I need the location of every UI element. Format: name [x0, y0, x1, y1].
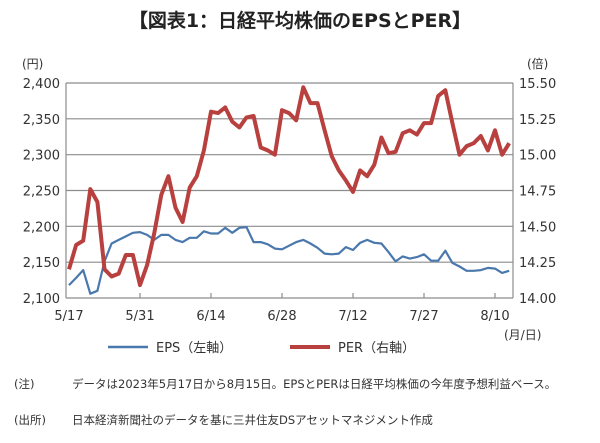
y-left-unit: (円) [22, 57, 43, 71]
y-right-unit: (倍) [527, 56, 548, 71]
y-right-tick-label: 14.00 [519, 292, 556, 307]
x-tick-label: 5/17 [54, 309, 83, 324]
y-left-tick-label: 2,350 [23, 113, 60, 128]
note-1-head: (注) [14, 377, 35, 391]
per-line [67, 85, 511, 288]
y-left-tick-label: 2,200 [23, 220, 60, 235]
x-tick-label: 8/10 [480, 309, 509, 324]
x-tick-label: 5/31 [125, 309, 154, 324]
y-right-tick-label: 15.50 [519, 77, 556, 92]
y-right-tick-label: 14.50 [519, 220, 556, 235]
note-2: (出所) 日本経済新聞社のデータを基に三井住友DSアセットマネジメント作成 [14, 412, 592, 428]
y-right-tick-label: 15.25 [519, 113, 556, 128]
y-left-tick-label: 2,250 [23, 185, 60, 200]
x-unit: (月/日) [504, 328, 541, 342]
note-2-body: 日本経済新聞社のデータを基に三井住友DSアセットマネジメント作成 [72, 413, 433, 427]
note-2-head: (出所) [14, 413, 46, 427]
eps-line [68, 226, 510, 295]
x-tick-label: 7/27 [409, 309, 438, 324]
y-left-tick-label: 2,300 [23, 149, 60, 164]
y-left-tick-label: 2,100 [23, 292, 60, 307]
x-tick-label: 7/12 [338, 309, 367, 324]
y-right-tick-label: 14.75 [519, 185, 556, 200]
eps-legend-label: EPS（左軸） [156, 341, 232, 356]
note-1-body: データは2023年5月17日から8月15日。EPSとPERは日経平均株価の今年度… [72, 377, 557, 391]
per-legend-label: PER（右軸） [338, 341, 415, 356]
y-right-tick-label: 15.00 [519, 149, 556, 164]
y-left-tick-label: 2,400 [23, 77, 60, 92]
y-right-tick-label: 14.25 [519, 256, 556, 271]
x-tick-label: 6/28 [267, 309, 296, 324]
chart-title: 【図表1：日経平均株価のEPSとPER】 [128, 10, 472, 32]
y-left-tick-label: 2,150 [23, 256, 60, 271]
x-tick-label: 6/14 [196, 309, 225, 324]
note-1: (注) データは2023年5月17日から8月15日。EPSとPERは日経平均株価の… [14, 376, 592, 392]
